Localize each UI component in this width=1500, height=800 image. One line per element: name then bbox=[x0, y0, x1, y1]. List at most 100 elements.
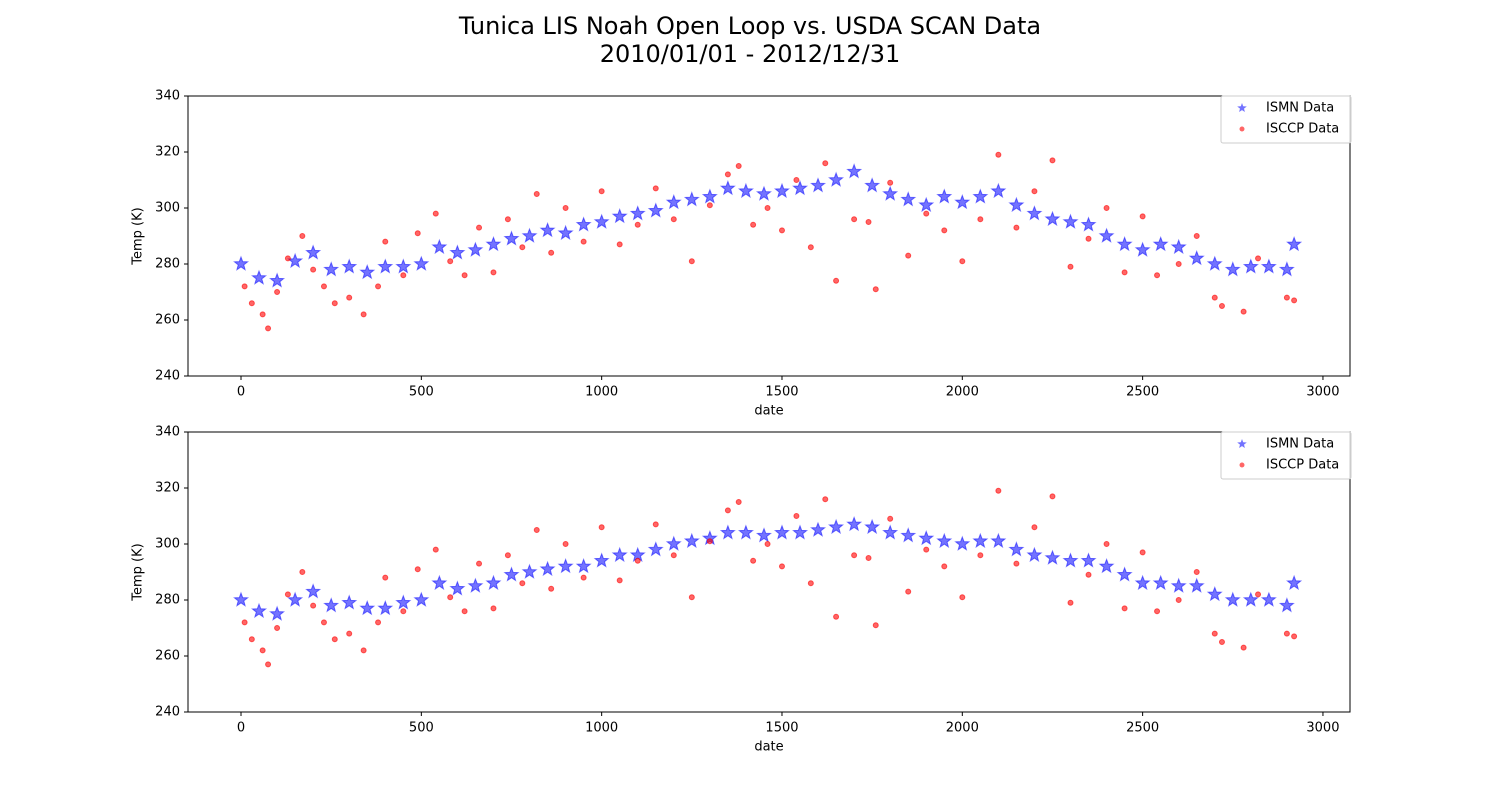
star-marker bbox=[954, 193, 971, 210]
star-marker bbox=[1062, 213, 1079, 229]
star-marker bbox=[323, 261, 340, 277]
circle-marker bbox=[688, 594, 695, 601]
circle-marker bbox=[807, 580, 814, 587]
star-marker bbox=[900, 191, 917, 207]
x-tick-label: 1500 bbox=[765, 385, 798, 400]
y-tick-label: 260 bbox=[155, 649, 180, 664]
star-marker bbox=[1242, 258, 1259, 274]
x-tick-label: 2000 bbox=[946, 385, 979, 400]
star-marker bbox=[1134, 574, 1151, 591]
star-marker bbox=[810, 521, 827, 537]
circle-marker bbox=[634, 557, 641, 564]
star-marker bbox=[611, 207, 628, 224]
star-marker bbox=[557, 224, 574, 241]
circle-marker bbox=[724, 507, 731, 514]
circle-marker bbox=[1013, 560, 1020, 567]
circle-marker bbox=[872, 622, 879, 629]
circle-marker bbox=[461, 608, 468, 615]
circle-marker bbox=[851, 216, 858, 223]
star-marker bbox=[359, 599, 376, 616]
star-marker bbox=[846, 163, 863, 179]
star-marker bbox=[1026, 205, 1043, 221]
circle-marker bbox=[887, 179, 894, 186]
circle-marker bbox=[299, 569, 306, 575]
star-marker bbox=[918, 529, 935, 546]
star-marker bbox=[773, 182, 790, 199]
y-tick-label: 280 bbox=[155, 593, 180, 608]
star-marker bbox=[575, 216, 592, 232]
circle-marker bbox=[400, 272, 407, 279]
circle-marker bbox=[331, 300, 338, 307]
circle-marker bbox=[360, 311, 367, 318]
star-marker bbox=[900, 527, 917, 543]
star-marker bbox=[1188, 249, 1205, 266]
circle-marker bbox=[634, 221, 641, 228]
star-marker bbox=[287, 591, 304, 607]
circle-marker bbox=[432, 546, 439, 553]
y-axis-label: Temp (K) bbox=[131, 207, 146, 265]
circle-marker bbox=[1049, 157, 1056, 164]
star-marker bbox=[1286, 574, 1303, 591]
circle-marker bbox=[750, 557, 757, 564]
circle-marker bbox=[580, 238, 587, 245]
circle-marker bbox=[346, 630, 353, 637]
y-axis-label: Temp (K) bbox=[131, 543, 146, 601]
star-marker bbox=[269, 272, 286, 288]
chart-subtitle: 2010/01/01 - 2012/12/31 bbox=[600, 40, 901, 68]
circle-marker bbox=[778, 227, 785, 234]
star-marker bbox=[1152, 574, 1169, 591]
circle-marker bbox=[706, 538, 713, 545]
circle-marker bbox=[851, 552, 858, 559]
x-tick-label: 0 bbox=[237, 721, 245, 736]
circle-marker bbox=[375, 619, 382, 626]
star-marker bbox=[1008, 196, 1025, 213]
star-marker bbox=[1098, 227, 1115, 243]
circle-marker bbox=[735, 163, 742, 169]
circle-marker bbox=[284, 255, 291, 262]
circle-marker bbox=[1085, 235, 1092, 242]
circle-marker bbox=[382, 238, 389, 245]
star-marker bbox=[431, 238, 448, 255]
star-marker bbox=[1206, 255, 1223, 271]
circle-marker bbox=[793, 177, 800, 183]
circle-marker bbox=[1121, 605, 1128, 612]
legend-label: ISMN Data bbox=[1266, 101, 1334, 116]
circle-marker bbox=[905, 252, 912, 259]
star-marker bbox=[882, 524, 899, 540]
circle-marker bbox=[1031, 524, 1038, 531]
y-tick-label: 340 bbox=[155, 89, 180, 104]
star-marker bbox=[1026, 546, 1043, 563]
star-marker bbox=[305, 583, 322, 599]
star-marker bbox=[521, 227, 538, 243]
circle-marker bbox=[995, 487, 1002, 494]
circle-marker bbox=[1049, 493, 1056, 500]
circle-marker bbox=[1121, 269, 1128, 276]
circle-marker bbox=[548, 249, 555, 256]
circle-marker bbox=[519, 244, 526, 251]
circle-marker bbox=[360, 647, 367, 654]
star-marker bbox=[755, 527, 772, 543]
star-marker bbox=[1044, 549, 1061, 565]
star-marker bbox=[990, 532, 1007, 549]
star-marker bbox=[1260, 591, 1277, 607]
circle-marker bbox=[1211, 294, 1218, 301]
star-marker bbox=[233, 255, 250, 271]
circle-marker bbox=[764, 541, 771, 547]
circle-marker bbox=[414, 566, 421, 573]
circle-marker bbox=[533, 191, 540, 197]
star-marker bbox=[233, 591, 250, 607]
circle-marker bbox=[1013, 224, 1020, 231]
circle-marker bbox=[706, 202, 713, 209]
star-marker bbox=[1260, 258, 1277, 274]
circle-marker bbox=[833, 277, 840, 284]
star-marker bbox=[954, 535, 971, 551]
star-marker bbox=[1116, 235, 1133, 252]
circle-marker bbox=[310, 602, 317, 609]
circle-marker bbox=[414, 230, 421, 237]
star-marker bbox=[1242, 591, 1259, 607]
star-marker bbox=[792, 179, 809, 196]
circle-marker bbox=[652, 185, 659, 192]
star-marker bbox=[305, 244, 322, 260]
circle-marker bbox=[1193, 569, 1200, 575]
circle-marker bbox=[1283, 630, 1290, 637]
